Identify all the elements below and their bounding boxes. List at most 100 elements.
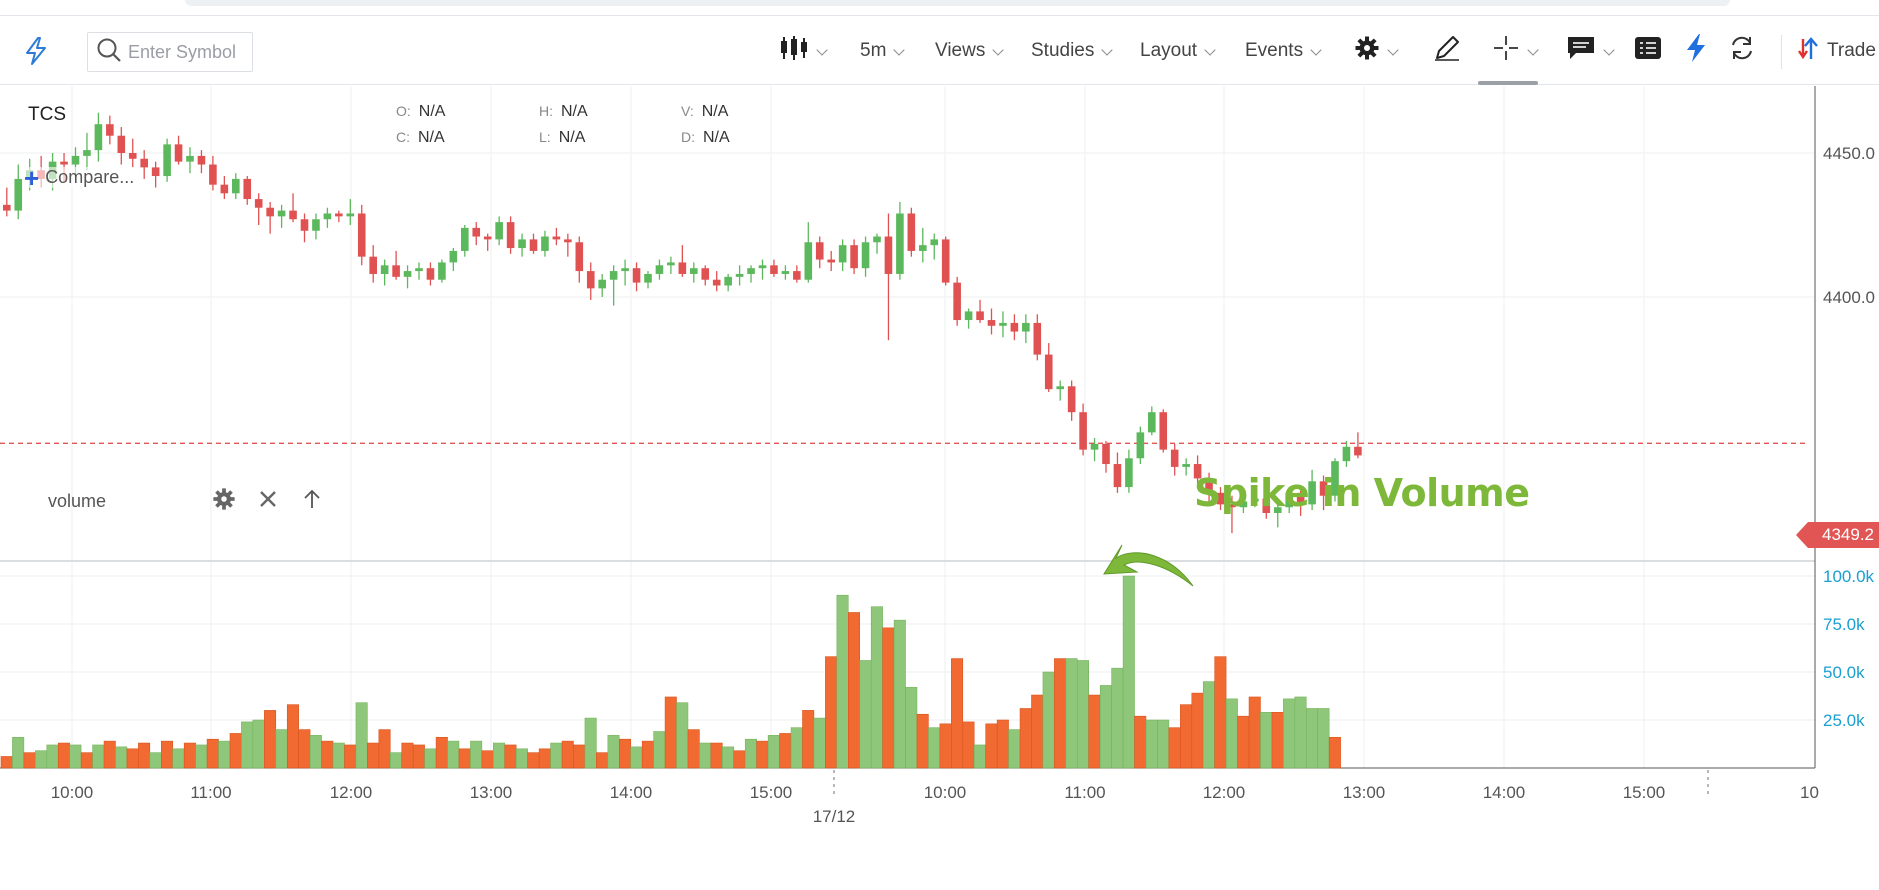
time-axis-label: 15:00	[750, 783, 793, 802]
volume-bar	[149, 752, 162, 769]
table-button[interactable]	[1634, 17, 1662, 85]
ohlc-volume: V: N/A	[681, 103, 729, 120]
events-menu[interactable]: Events	[1245, 17, 1322, 85]
candle-body	[14, 178, 23, 211]
candle-body	[1044, 354, 1053, 390]
volume-bar	[195, 744, 208, 769]
volume-bar	[859, 660, 872, 769]
candle-body	[896, 213, 904, 274]
candle-body	[3, 204, 11, 211]
studies-menu[interactable]: Studies	[1031, 17, 1114, 85]
study-move-up-icon[interactable]	[298, 485, 326, 513]
volume-bar	[80, 752, 93, 769]
volume-bar	[447, 740, 460, 769]
candle-body	[163, 144, 171, 177]
volume-bar	[12, 736, 25, 769]
candle-body	[575, 242, 584, 272]
time-axis-label: 10	[1800, 783, 1819, 802]
annotation-arrow-icon	[1103, 544, 1194, 587]
chart-type-button[interactable]	[779, 17, 828, 85]
volume-bar	[1317, 708, 1330, 769]
candle-body	[1022, 322, 1030, 332]
last-price-badge: 4349.2	[1796, 522, 1879, 548]
volume-bar	[332, 742, 345, 769]
volume-bar	[1306, 708, 1319, 769]
candle-body	[598, 279, 606, 289]
volume-bar	[504, 744, 517, 769]
gear-icon	[1354, 35, 1380, 67]
volume-bar	[1008, 729, 1021, 769]
volume-bar	[493, 742, 506, 769]
symbol-label: TCS	[28, 104, 66, 125]
volume-bar	[973, 744, 986, 769]
volume-bar	[481, 750, 494, 769]
time-axis-label: 12:00	[330, 783, 373, 802]
search-input[interactable]	[128, 41, 248, 63]
candle-body	[1239, 501, 1248, 508]
compare-button[interactable]: + Compare...	[24, 165, 135, 191]
chart-area[interactable]: 4450.0 4400.0 100.0k 75.0k 50.0k 25.0k 10:00 11…	[0, 86, 1879, 890]
study-close-icon[interactable]	[254, 485, 282, 513]
volume-bar	[710, 742, 723, 769]
crosshair-button[interactable]	[1492, 17, 1539, 85]
refresh-button[interactable]	[1728, 17, 1756, 85]
candle-body	[804, 242, 813, 280]
compare-label: Compare...	[45, 167, 135, 187]
candle-body	[735, 273, 744, 277]
candle-body	[1010, 322, 1019, 332]
candle-body	[827, 259, 835, 263]
views-menu[interactable]: Views	[935, 17, 1005, 85]
candle-body	[690, 268, 698, 274]
price-volume-chart[interactable]: 4450.0 4400.0 100.0k 75.0k 50.0k 25.0k 10:00 11…	[0, 86, 1879, 890]
volume-bar	[699, 742, 712, 769]
volume-bar	[218, 740, 231, 769]
layout-menu[interactable]: Layout	[1140, 17, 1216, 85]
volume-bar	[1191, 692, 1204, 769]
volume-bar	[744, 738, 757, 769]
candle-body	[667, 262, 675, 266]
volume-study-controls	[210, 485, 326, 513]
settings-button[interactable]	[1354, 17, 1399, 85]
events-label: Events	[1245, 40, 1304, 61]
volume-bar	[367, 742, 380, 769]
volume-bar	[264, 710, 277, 769]
candle-body	[128, 153, 137, 159]
volume-bar	[172, 748, 185, 769]
candle-body	[300, 219, 309, 231]
symbol-search[interactable]	[87, 32, 253, 72]
lightning-icon[interactable]	[22, 17, 50, 85]
volume-bar	[538, 748, 551, 769]
candle-body	[850, 245, 858, 269]
candle-body	[861, 242, 870, 269]
draw-button[interactable]	[1432, 17, 1462, 85]
volume-bar	[836, 594, 849, 769]
comment-button[interactable]	[1566, 17, 1615, 85]
candle-body	[976, 311, 984, 321]
candle-body	[1090, 443, 1099, 450]
browser-top-strip	[0, 0, 1879, 16]
candle-body	[907, 213, 916, 251]
candle-body	[541, 236, 549, 251]
trade-button[interactable]: Trade	[1797, 17, 1876, 85]
volume-bar	[825, 656, 838, 769]
volume-bar	[939, 723, 952, 769]
volume-bar	[378, 729, 391, 769]
volume-bar	[1065, 658, 1078, 769]
volume-bar	[458, 748, 471, 769]
time-axis-label: 14:00	[610, 783, 653, 802]
volume-bar	[630, 746, 643, 769]
volume-bar	[1088, 694, 1101, 769]
volume-bar	[46, 744, 59, 769]
volume-bar	[985, 723, 998, 769]
study-settings-gear-icon[interactable]	[210, 485, 238, 513]
candle-body	[335, 213, 343, 217]
volume-bar	[0, 756, 13, 769]
time-axis-label: 10:00	[924, 783, 967, 802]
volume-bar	[618, 738, 631, 769]
volume-bar	[550, 742, 563, 769]
flash-button[interactable]	[1684, 17, 1708, 85]
interval-dropdown[interactable]: 5m	[860, 17, 906, 85]
candle-body	[1170, 449, 1179, 467]
volume-bar	[561, 740, 574, 769]
candle-body	[1056, 386, 1064, 390]
